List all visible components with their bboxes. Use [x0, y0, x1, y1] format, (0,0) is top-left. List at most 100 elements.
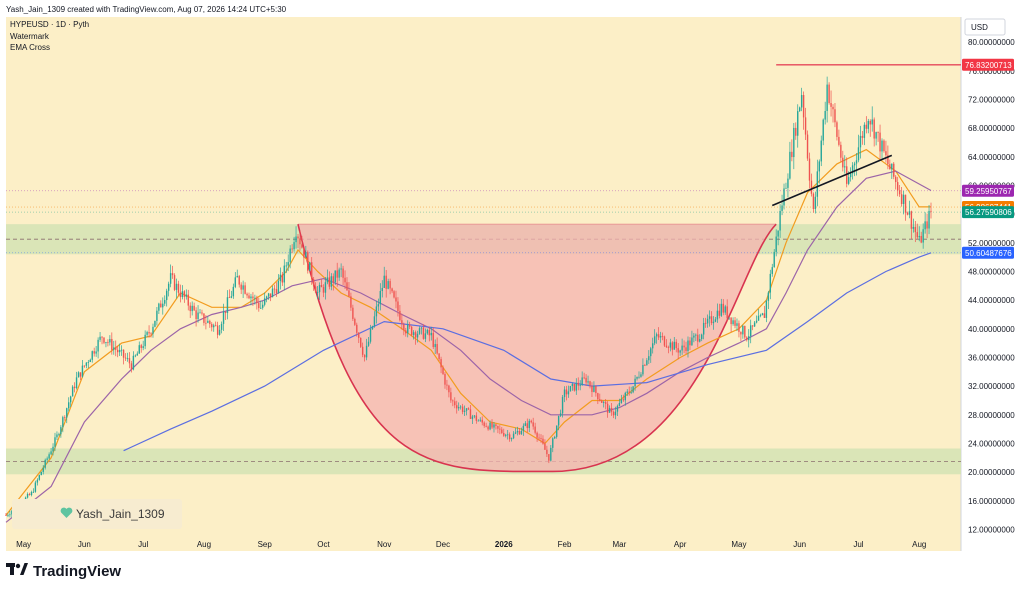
- candle-body: [324, 282, 327, 293]
- candle-body: [608, 407, 611, 413]
- candle: [103, 337, 105, 345]
- candle-body: [495, 424, 497, 426]
- candle: [393, 290, 395, 299]
- candle: [71, 385, 74, 397]
- candle-body: [804, 117, 807, 135]
- candle-body: [87, 362, 90, 363]
- candle: [305, 245, 307, 258]
- candle: [334, 270, 336, 286]
- candle: [689, 337, 691, 350]
- candle: [630, 386, 632, 395]
- candle-body: [659, 336, 662, 338]
- candle: [5, 512, 7, 516]
- candle-body: [883, 140, 885, 152]
- candle-body: [64, 417, 66, 418]
- candle: [575, 378, 577, 395]
- candle-body: [285, 265, 287, 267]
- candle: [199, 308, 201, 314]
- candle: [62, 415, 64, 433]
- candle: [442, 365, 444, 375]
- price-label-box: [962, 206, 1014, 219]
- candle-body: [377, 304, 380, 307]
- candle: [832, 104, 834, 123]
- candle-body: [565, 389, 568, 395]
- candle: [226, 290, 229, 320]
- candle-body: [162, 303, 164, 308]
- candle: [791, 139, 793, 162]
- candle: [902, 190, 905, 215]
- candle: [603, 400, 605, 408]
- candle: [834, 103, 836, 128]
- tradingview-brand[interactable]: TradingView: [6, 562, 121, 581]
- candle-body: [571, 383, 574, 387]
- candle: [712, 316, 715, 330]
- candle: [879, 124, 881, 160]
- candle: [471, 414, 474, 425]
- candle-body: [865, 124, 868, 129]
- candle: [638, 371, 640, 379]
- candle: [648, 350, 650, 364]
- candle-body: [422, 327, 425, 339]
- candle: [150, 332, 152, 338]
- candle: [105, 341, 107, 348]
- candle-body: [373, 316, 376, 327]
- candle-body: [267, 293, 270, 297]
- time-axis[interactable]: May Jun Jul Aug Sep Oct Nov Dec 2026 Feb Mar Apr May…: [16, 540, 926, 549]
- candle-body: [587, 381, 589, 383]
- candle: [407, 320, 409, 338]
- candle: [567, 385, 570, 398]
- candle-body: [269, 293, 272, 298]
- candle-body: [50, 451, 52, 455]
- candle: [203, 313, 205, 326]
- y-tick-label: 68.00000000: [968, 124, 1015, 133]
- candle-body: [773, 251, 775, 268]
- candle: [107, 339, 109, 347]
- symbol-line[interactable]: HYPEUSD · 1D · Pyth: [10, 20, 90, 29]
- candle-body: [416, 333, 419, 338]
- candle-body: [126, 358, 129, 359]
- candle-body: [293, 242, 295, 250]
- candle-body: [52, 446, 54, 452]
- candle: [191, 301, 193, 316]
- candle: [244, 282, 246, 295]
- candle: [506, 429, 509, 440]
- candle-body: [238, 276, 240, 285]
- candle: [371, 325, 374, 330]
- candle-body: [193, 305, 195, 311]
- candle-body: [107, 342, 109, 343]
- candle: [342, 265, 344, 286]
- candle-body: [442, 367, 444, 374]
- candle: [765, 299, 768, 323]
- candle: [930, 202, 932, 219]
- indicator-ema-cross[interactable]: EMA Cross: [10, 43, 51, 52]
- candle: [401, 313, 403, 330]
- x-tick-label: Nov: [377, 540, 391, 549]
- candle: [173, 273, 176, 292]
- candle-body: [197, 312, 199, 319]
- candle-body: [875, 132, 877, 139]
- candle: [636, 376, 638, 381]
- currency-box[interactable]: USD: [964, 18, 1006, 36]
- candle-body: [452, 400, 454, 402]
- candle: [379, 283, 382, 311]
- candle: [646, 358, 648, 366]
- candle: [763, 305, 766, 318]
- candle: [644, 363, 646, 367]
- candle: [730, 317, 732, 332]
- indicator-watermark[interactable]: Watermark: [10, 32, 49, 41]
- candle: [307, 250, 309, 274]
- candle: [381, 280, 383, 298]
- candle: [652, 337, 654, 354]
- candle-body: [534, 426, 536, 433]
- candle-body: [604, 402, 607, 404]
- candle-body: [746, 337, 748, 341]
- candle-body: [908, 211, 911, 215]
- price-axis[interactable]: 80.00000000 76.00000000 72.00000000 68.0000…: [968, 38, 1015, 534]
- candle-body: [363, 354, 366, 358]
- candle-body: [189, 305, 191, 312]
- candle-body: [220, 323, 223, 330]
- candle: [775, 229, 777, 257]
- candle: [50, 448, 52, 455]
- candle: [871, 106, 873, 132]
